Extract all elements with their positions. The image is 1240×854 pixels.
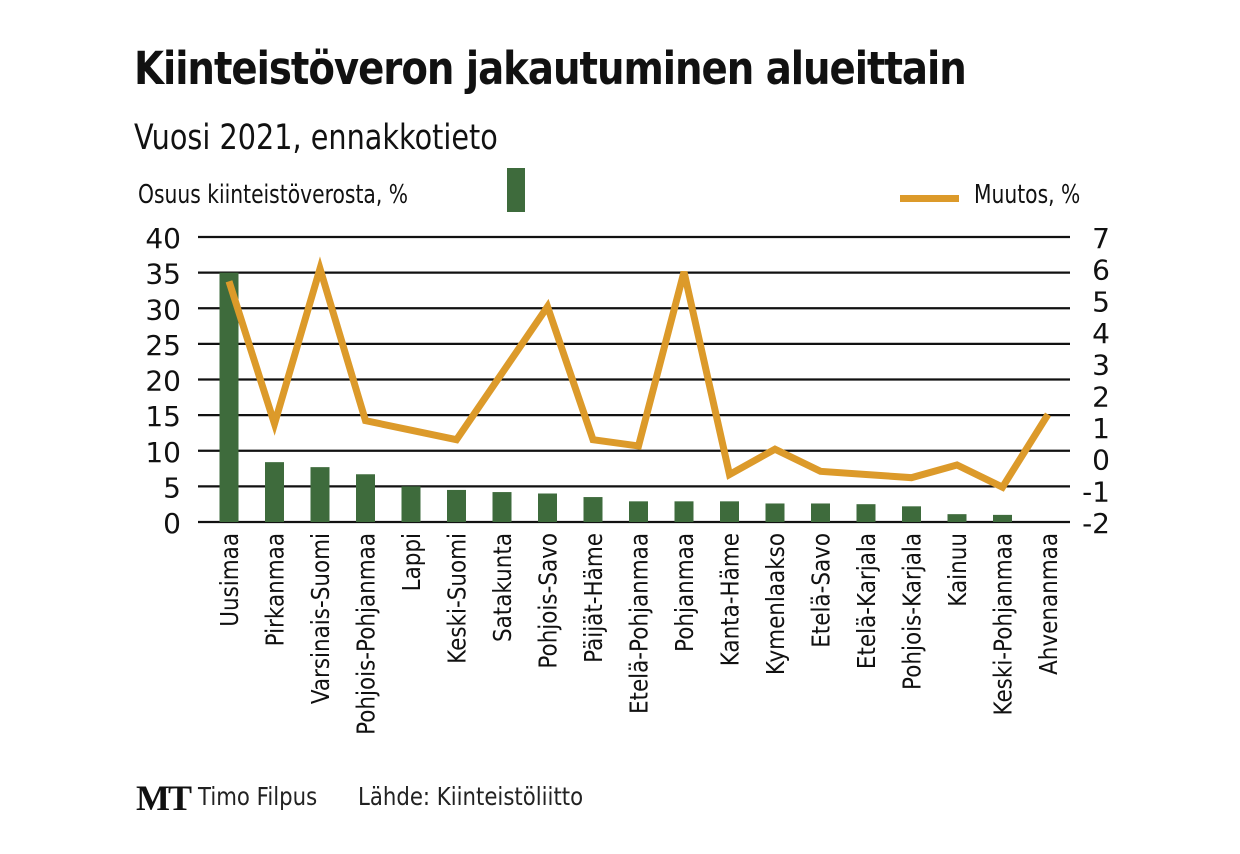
- left-tick-label: 35: [145, 258, 181, 291]
- bar-pohjois-pohjanmaa: [356, 474, 375, 522]
- x-tick-label: Keski-Suomi: [443, 533, 472, 664]
- x-tick-label: Lappi: [397, 533, 426, 591]
- left-tick-label: 15: [145, 400, 181, 433]
- x-axis-labels: Uusimaa Pirkanmaa Varsinais-Suomi Pohjois-P…: [215, 533, 1063, 735]
- x-tick-label: Pohjois-Karjala: [898, 533, 927, 690]
- bar-uusimaa: [219, 272, 239, 522]
- x-tick-label: Ahvenanmaa: [1034, 533, 1063, 675]
- right-tick-label: 1: [1092, 412, 1110, 445]
- legend-line-swatch: [900, 195, 959, 202]
- chart-subtitle: Vuosi 2021, ennakkotieto: [134, 118, 498, 158]
- bar-pirkanmaa: [265, 462, 284, 522]
- left-tick-label: 40: [145, 222, 181, 255]
- x-tick-label: Kymenlaakso: [761, 533, 790, 675]
- left-tick-label: 10: [145, 436, 181, 469]
- right-tick-label: 2: [1092, 380, 1110, 413]
- left-tick-label: 20: [145, 365, 181, 398]
- x-tick-label: Varsinais-Suomi: [306, 533, 335, 704]
- right-tick-label: 5: [1092, 285, 1110, 318]
- bar-kymenlaakso: [765, 503, 785, 522]
- right-tick-label: 6: [1092, 254, 1110, 287]
- change-line: [225, 256, 1051, 492]
- left-tick-label: 30: [145, 293, 181, 326]
- bar-pohjois-savo: [538, 493, 557, 522]
- bar-lappi: [401, 486, 421, 522]
- x-tick-label: Satakunta: [488, 533, 517, 642]
- bar-satakunta: [492, 492, 512, 522]
- gridlines: [198, 235, 1070, 524]
- right-tick-label: -1: [1082, 475, 1110, 508]
- bar-varsinais-suomi: [310, 467, 330, 522]
- x-tick-label: Pohjanmaa: [670, 533, 699, 652]
- right-tick-label: 4: [1092, 317, 1110, 350]
- bar-series: [219, 272, 1012, 522]
- bar-kainuu: [947, 514, 967, 522]
- x-tick-label: Uusimaa: [215, 533, 244, 627]
- x-tick-label: Keski-Pohjanmaa: [989, 533, 1018, 716]
- x-tick-label: Kainuu: [943, 533, 972, 607]
- x-tick-label: Pohjois-Pohjanmaa: [352, 533, 381, 735]
- bar-keski-suomi: [447, 489, 466, 522]
- left-tick-label: 0: [163, 507, 181, 540]
- chart-title: Kiinteistöveron jakautuminen alueittain: [134, 42, 967, 95]
- legend-bar-label: Osuus kiinteistöverosta, %: [138, 180, 408, 210]
- right-tick-label: 3: [1092, 349, 1110, 382]
- bar-etelä-pohjanmaa: [629, 501, 648, 522]
- x-tick-label: Päijät-Häme: [579, 533, 608, 663]
- bar-pohjois-karjala: [902, 506, 921, 522]
- x-tick-label: Pirkanmaa: [261, 533, 290, 646]
- x-tick-label: Etelä-Karjala: [852, 533, 881, 669]
- x-tick-label: Pohjois-Savo: [534, 533, 563, 669]
- bar-kanta-häme: [720, 501, 739, 522]
- author-credit: Timo Filpus: [198, 782, 318, 811]
- left-tick-label: 5: [163, 471, 181, 504]
- x-tick-label: Etelä-Pohjanmaa: [625, 533, 654, 714]
- source-credit: Lähde: Kiinteistöliitto: [358, 782, 584, 811]
- left-tick-label: 25: [145, 329, 181, 362]
- x-tick-label: Kanta-Häme: [716, 533, 745, 666]
- bar-päijät-häme: [583, 497, 603, 522]
- mt-logo: MT: [136, 778, 192, 818]
- x-tick-label: Etelä-Savo: [807, 533, 836, 648]
- right-tick-label: -2: [1082, 507, 1110, 540]
- line-series: [225, 256, 1051, 492]
- legend-bar-swatch: [507, 168, 525, 212]
- bar-keski-pohjanmaa: [993, 514, 1012, 522]
- right-tick-label: 0: [1092, 444, 1110, 477]
- bar-pohjanmaa: [674, 501, 694, 522]
- bar-etelä-karjala: [856, 504, 876, 522]
- legend-line-label: Muutos, %: [974, 180, 1081, 210]
- right-tick-label: 7: [1092, 222, 1110, 255]
- bar-etelä-savo: [811, 503, 830, 522]
